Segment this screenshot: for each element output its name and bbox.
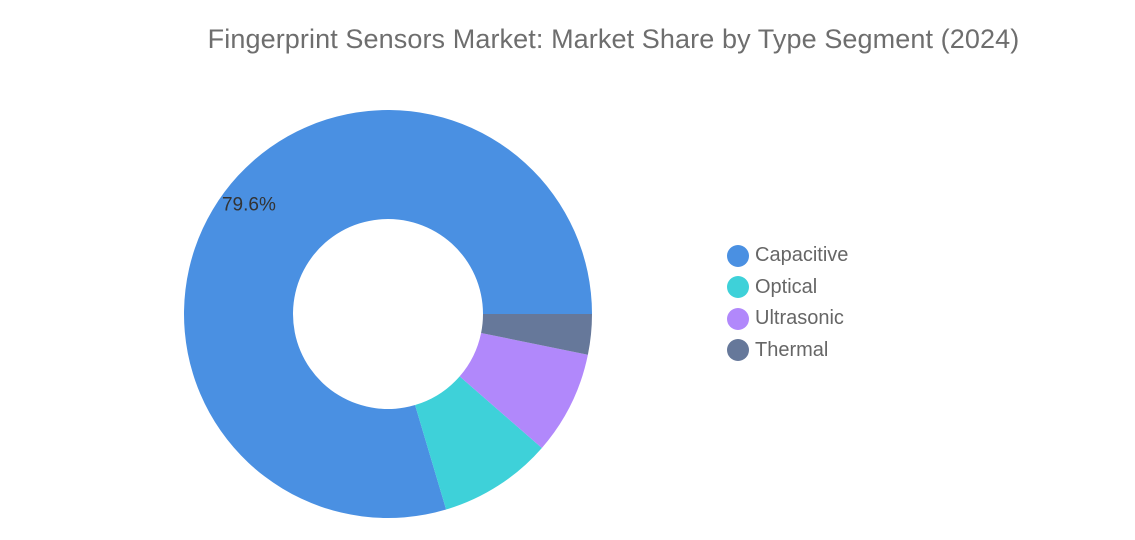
- legend-item-optical[interactable]: Optical: [727, 272, 848, 304]
- legend: Capacitive Optical Ultrasonic Thermal: [727, 240, 848, 366]
- legend-swatch-icon: [727, 244, 749, 267]
- chart-title: Fingerprint Sensors Market: Market Share…: [207, 24, 1020, 54]
- slice-capacitive[interactable]: [183, 110, 592, 519]
- legend-swatch-icon: [727, 339, 749, 362]
- slice-optical[interactable]: [415, 376, 542, 510]
- slice-ultrasonic[interactable]: [459, 332, 588, 448]
- legend-item-ultrasonic[interactable]: Ultrasonic: [727, 303, 848, 335]
- legend-label: Thermal: [755, 338, 829, 361]
- legend-swatch-icon: [727, 307, 749, 330]
- legend-label: Capacitive: [755, 244, 849, 267]
- data-label-capacitive: 79.6%: [222, 194, 276, 215]
- legend-item-capacitive[interactable]: Capacitive: [727, 240, 848, 272]
- legend-label: Optical: [755, 275, 818, 298]
- legend-item-thermal[interactable]: Thermal: [727, 335, 848, 367]
- legend-swatch-icon: [727, 276, 749, 299]
- legend-label: Ultrasonic: [755, 307, 844, 330]
- slice-thermal[interactable]: [481, 314, 592, 355]
